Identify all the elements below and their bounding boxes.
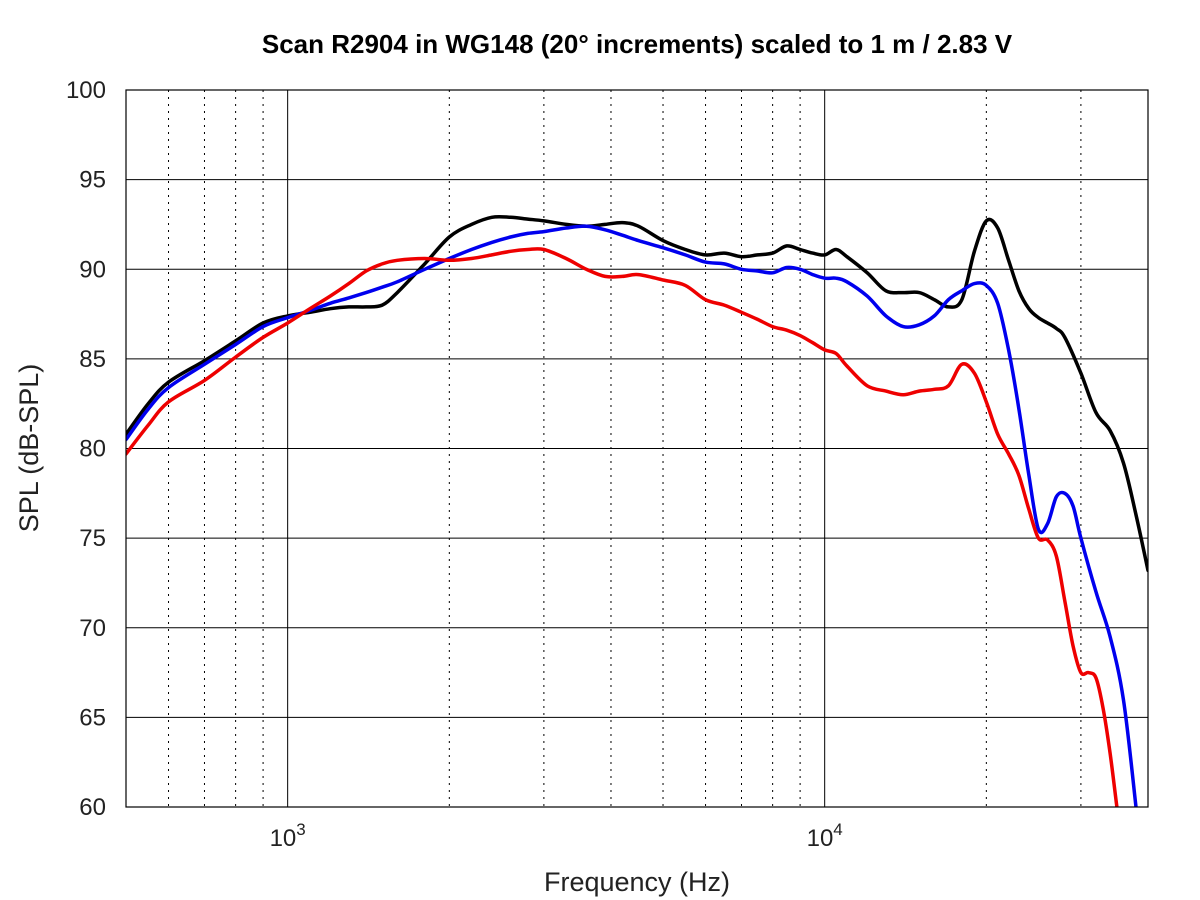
series-line-1 bbox=[126, 224, 1138, 807]
series-line-2 bbox=[126, 247, 1119, 807]
grid bbox=[126, 89, 1148, 808]
x-tick-labels: 103 104 bbox=[270, 820, 843, 852]
series-line-0 bbox=[126, 214, 1148, 573]
y-tick-label-3: 75 bbox=[79, 525, 106, 552]
y-tick-label-5: 85 bbox=[79, 346, 106, 373]
y-tick-label-8: 100 bbox=[66, 77, 106, 104]
y-tick-label-6: 90 bbox=[79, 256, 106, 283]
y-tick-label-7: 95 bbox=[79, 167, 106, 194]
x-tick-label-0: 103 bbox=[270, 820, 306, 852]
y-tick-label-4: 80 bbox=[79, 436, 106, 463]
y-tick-label-2: 70 bbox=[79, 615, 106, 642]
y-axis-label: SPL (dB-SPL) bbox=[14, 364, 44, 533]
plot-frame bbox=[125, 89, 1149, 808]
series-layer bbox=[126, 214, 1148, 807]
chart-title: Scan R2904 in WG148 (20° increments) sca… bbox=[262, 29, 1013, 59]
y-tick-label-0: 60 bbox=[79, 794, 106, 821]
x-tick-label-1: 104 bbox=[807, 820, 843, 852]
y-tick-labels: 60 65 70 75 80 85 90 95 100 bbox=[66, 77, 106, 821]
x-axis-label: Frequency (Hz) bbox=[544, 867, 730, 897]
y-tick-label-1: 65 bbox=[79, 704, 106, 731]
